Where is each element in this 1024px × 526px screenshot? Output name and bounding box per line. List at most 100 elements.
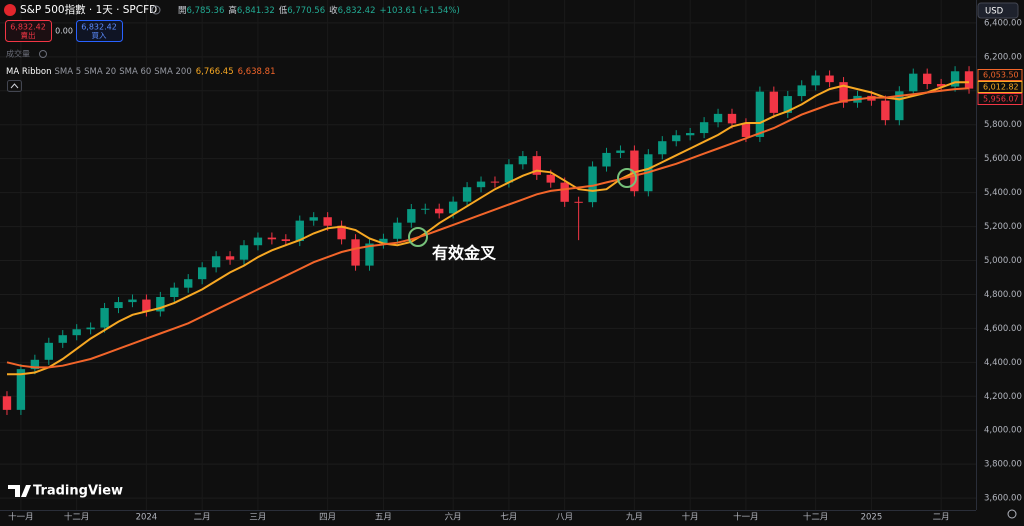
candle-body — [253, 237, 263, 246]
brand-logo — [8, 485, 31, 497]
status-icon — [151, 5, 161, 15]
ohlc-label: 低 — [279, 5, 288, 16]
buy-label[interactable]: 買入 — [92, 31, 107, 40]
candle-body — [44, 342, 53, 360]
collapse-button[interactable] — [7, 80, 22, 92]
ohlc-value: 6,785.36 — [187, 6, 225, 16]
brand: TradingView — [33, 484, 123, 499]
symbol-logo — [4, 4, 16, 16]
sell-button[interactable] — [5, 20, 52, 42]
candle-body — [435, 208, 444, 214]
candle-body — [351, 239, 360, 266]
candle-body — [309, 217, 318, 221]
price-badge — [977, 81, 1023, 93]
candle-body — [490, 181, 500, 183]
candle-body — [2, 396, 12, 410]
ohlc-legend: 開6,785.36 高6,841.32 低6,770.56 收6,832.42 +103… — [178, 5, 460, 16]
x-tick-label: 2024 — [136, 513, 158, 523]
indicator-name: MA Ribbon — [6, 67, 52, 77]
candle-body — [769, 91, 779, 113]
candle-body — [560, 182, 569, 202]
candle-body — [211, 256, 221, 268]
candle-body — [950, 71, 960, 87]
sell-price[interactable]: 6,832.42 — [10, 23, 46, 32]
candle-body — [393, 222, 402, 239]
candle-body — [713, 113, 723, 123]
sell-label[interactable]: 賣出 — [21, 30, 36, 40]
candle-body — [532, 156, 541, 175]
y-tick-label: 5,000.00 — [984, 256, 1022, 266]
price-badge-label: 6,053.50 — [983, 71, 1019, 80]
candle-body — [337, 225, 346, 240]
candle-body — [448, 201, 458, 214]
x-tick-label: 二月 — [194, 513, 211, 523]
candle-body — [755, 91, 765, 137]
candle-body — [421, 208, 430, 210]
x-tick-label: 八月 — [556, 513, 573, 523]
currency-button[interactable] — [977, 2, 1019, 19]
y-tick-label: 5,200.00 — [984, 222, 1022, 232]
candle-body — [783, 96, 792, 113]
indicator-input: SMA 20 — [84, 67, 116, 77]
currency[interactable]: USD — [985, 7, 1004, 17]
x-tick-label: 二月 — [933, 513, 950, 523]
ma-line — [6, 87, 970, 369]
candle-body — [588, 166, 597, 203]
candle-body — [504, 164, 514, 183]
indicator-legend: MA Ribbon SMA 5 SMA 20 SMA 60 SMA 200 6,766.4… — [6, 67, 275, 77]
buy-button[interactable] — [76, 20, 123, 42]
x-tick-label: 三月 — [249, 513, 266, 523]
candle-body — [407, 209, 416, 223]
y-tick-label: 5,400.00 — [984, 188, 1022, 198]
y-tick-label: 5,600.00 — [984, 154, 1022, 164]
ohlc-label: 收 — [329, 5, 338, 16]
candle-body — [295, 220, 304, 241]
price-badge-label: 5,956.07 — [983, 95, 1019, 104]
candle-body — [616, 150, 625, 153]
x-tick-label: 十一月 — [8, 512, 34, 523]
settings-icon[interactable] — [1007, 509, 1017, 519]
y-tick-label: 4,800.00 — [984, 290, 1022, 300]
candle-body — [476, 181, 486, 188]
candle-body — [197, 267, 207, 280]
y-tick-label: 6,400.00 — [984, 18, 1022, 28]
candle-body — [699, 122, 709, 134]
x-tick-label: 七月 — [500, 513, 517, 523]
volume-label[interactable]: 成交量 — [6, 49, 30, 59]
candle-body — [602, 152, 611, 167]
x-tick-label: 十一月 — [733, 512, 759, 523]
buy-price[interactable]: 6,832.42 — [81, 23, 117, 32]
candle-body — [797, 85, 806, 97]
ohlc-value: 6,841.32 — [237, 6, 275, 16]
x-tick-label: 十二月 — [803, 512, 829, 523]
y-tick-label: 4,200.00 — [984, 392, 1022, 402]
ohlc-text: 開6,785.36 高6,841.32 低6,770.56 收6,832.42 +103… — [178, 5, 460, 16]
candle-body — [225, 256, 235, 260]
candle-body — [379, 238, 388, 244]
candle-body — [895, 91, 904, 121]
cross-marker — [408, 227, 428, 247]
grid — [0, 0, 976, 510]
collapse-icon — [10, 83, 19, 89]
x-tick-label: 九月 — [626, 513, 643, 523]
candle-body — [741, 123, 751, 137]
indicator-value: 6,766.45 — [196, 67, 234, 77]
candle-body — [114, 302, 123, 309]
candle-body — [658, 141, 667, 155]
candle-body — [727, 113, 737, 124]
candle-body — [923, 73, 932, 85]
indicator-value: 6,638.81 — [238, 67, 276, 77]
symbol-title[interactable]: S&P 500指數 · 1天 · SPCFD — [20, 3, 157, 16]
candle-body — [184, 279, 193, 288]
candle-body — [811, 75, 820, 86]
candle-body — [281, 239, 291, 241]
y-tick-label: 5,800.00 — [984, 120, 1022, 130]
candle-body — [267, 237, 277, 240]
price-badge — [977, 93, 1023, 105]
candle-body — [936, 84, 946, 87]
candle-body — [518, 156, 528, 165]
visibility-icon[interactable] — [39, 50, 47, 58]
candle-body — [72, 329, 81, 336]
candle-body — [546, 174, 555, 183]
